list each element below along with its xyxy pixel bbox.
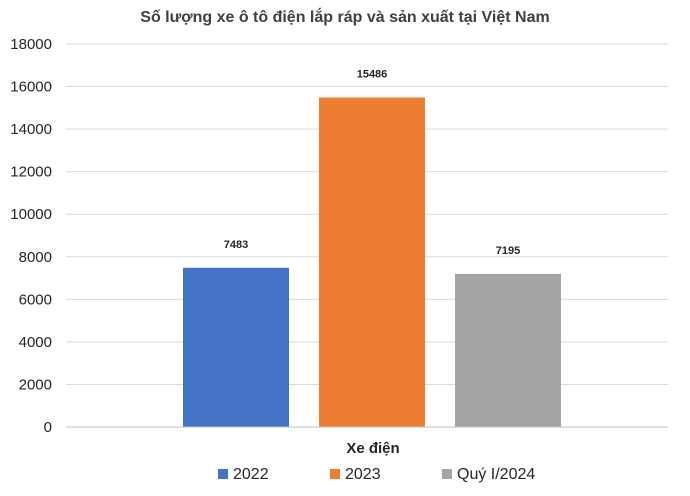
legend-label: 2022	[233, 466, 269, 483]
data-label: 7483	[224, 239, 248, 251]
legend-swatch	[442, 469, 452, 479]
y-tick-label: 10000	[10, 206, 52, 223]
bar-2022	[183, 267, 289, 427]
data-label: 15486	[357, 68, 388, 80]
legend-label: 2023	[345, 466, 381, 483]
bar-qu-i-2024	[455, 273, 561, 427]
y-tick-label: 6000	[19, 291, 52, 308]
y-tick-label: 0	[44, 419, 52, 436]
legend-label: Quý I/2024	[457, 466, 535, 483]
y-tick-label: 2000	[19, 376, 52, 393]
y-tick-label: 16000	[10, 79, 52, 96]
y-tick-label: 18000	[10, 36, 52, 53]
y-tick-label: 12000	[10, 164, 52, 181]
bar-2023	[319, 97, 425, 427]
legend-swatch	[330, 469, 340, 479]
data-labels: 7483 15486 7195	[224, 68, 520, 256]
y-axis-ticks: 0 2000 4000 6000 8000 10000 12000 14000 16000 180…	[10, 36, 52, 436]
x-axis-label: Xe điện	[346, 440, 399, 457]
bars	[183, 97, 561, 427]
legend: 2022 2023 Quý I/2024	[218, 466, 535, 483]
legend-swatch	[218, 469, 228, 479]
chart-title: Số lượng xe ô tô điện lắp ráp và sản xuấ…	[140, 7, 549, 26]
y-tick-label: 14000	[10, 121, 52, 138]
y-tick-label: 4000	[19, 334, 52, 351]
data-label: 7195	[496, 245, 520, 257]
y-tick-label: 8000	[19, 249, 52, 266]
